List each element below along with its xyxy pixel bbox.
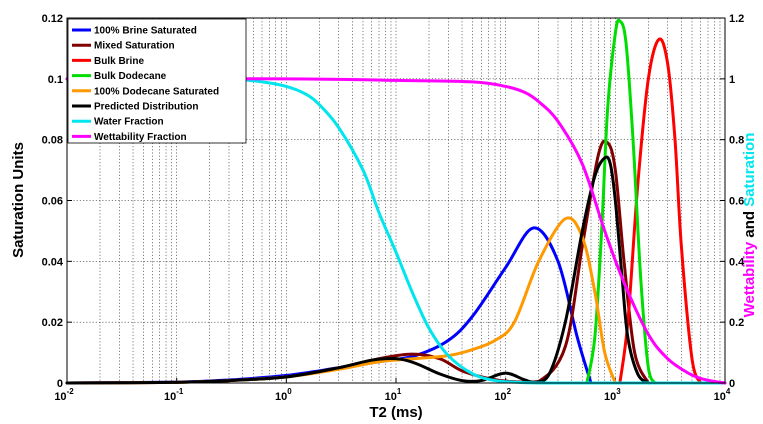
x-tick-label: 10-1 xyxy=(164,387,184,403)
legend-label: Bulk Dodecane xyxy=(94,71,167,82)
y2-axis-title-part-and: and xyxy=(741,207,758,242)
legend-box xyxy=(67,18,247,144)
y2-axis-title: Wettability and Saturation xyxy=(741,133,758,318)
legend-label: Bulk Brine xyxy=(94,56,144,67)
y-axis-title: Saturation Units xyxy=(10,142,27,258)
legend-label: 100% Dodecane Saturated xyxy=(94,86,219,97)
legend-label: Predicted Distribution xyxy=(94,102,198,113)
legend-label: Wettability Fraction xyxy=(94,132,187,143)
y-axis-ticks: 0 0.02 0.04 0.06 0.08 0.1 0.12 xyxy=(42,13,72,390)
x-tick-label: 10-2 xyxy=(54,387,74,403)
y2-axis-ticks: 0 0.2 0.4 0.6 0.8 1 1.2 xyxy=(720,13,745,390)
y2-tick-label: 0 xyxy=(729,378,735,390)
y-tick-label: 0.06 xyxy=(42,196,63,208)
y2-tick-label: 0.6 xyxy=(729,196,744,208)
legend-label: Water Fraction xyxy=(94,117,164,128)
series-line-7 xyxy=(65,77,727,385)
series-line-4 xyxy=(585,18,657,385)
legend-label: Mixed Saturation xyxy=(94,41,175,52)
y-tick-label: 0.02 xyxy=(42,317,63,329)
x-axis-title: T2 (ms) xyxy=(369,404,422,421)
x-tick-label: 102 xyxy=(494,387,511,403)
series-line-8 xyxy=(65,77,727,385)
legend-label: 100% Brine Saturated xyxy=(94,26,197,37)
series-line-6 xyxy=(65,155,650,385)
plot-border xyxy=(66,17,726,384)
y2-tick-label: 1 xyxy=(729,74,735,86)
y-tick-label: 0.04 xyxy=(42,256,64,268)
legend: 100% Brine Saturated Mixed Saturation Bulk… xyxy=(67,18,247,144)
y2-tick-label: 0.2 xyxy=(729,317,744,329)
x-tick-label: 103 xyxy=(604,387,621,403)
y2-tick-label: 0.4 xyxy=(729,256,745,268)
y-tick-label: 0.08 xyxy=(42,135,63,147)
y2-tick-label: 1.2 xyxy=(729,13,744,25)
y-tick-label: 0.12 xyxy=(42,13,63,25)
x-tick-label: 100 xyxy=(275,387,292,403)
x-tick-label: 101 xyxy=(385,387,402,403)
series-layer xyxy=(65,18,727,385)
y2-tick-label: 0.8 xyxy=(729,135,744,147)
series-line-3 xyxy=(618,37,703,385)
y-tick-label: 0.1 xyxy=(48,74,63,86)
y2-axis-title-part-wettability: Wettability xyxy=(741,241,758,317)
y-tick-label: 0 xyxy=(57,378,63,390)
y2-axis-title-part-saturation: Saturation xyxy=(741,133,758,207)
x-tick-label: 104 xyxy=(714,387,731,403)
